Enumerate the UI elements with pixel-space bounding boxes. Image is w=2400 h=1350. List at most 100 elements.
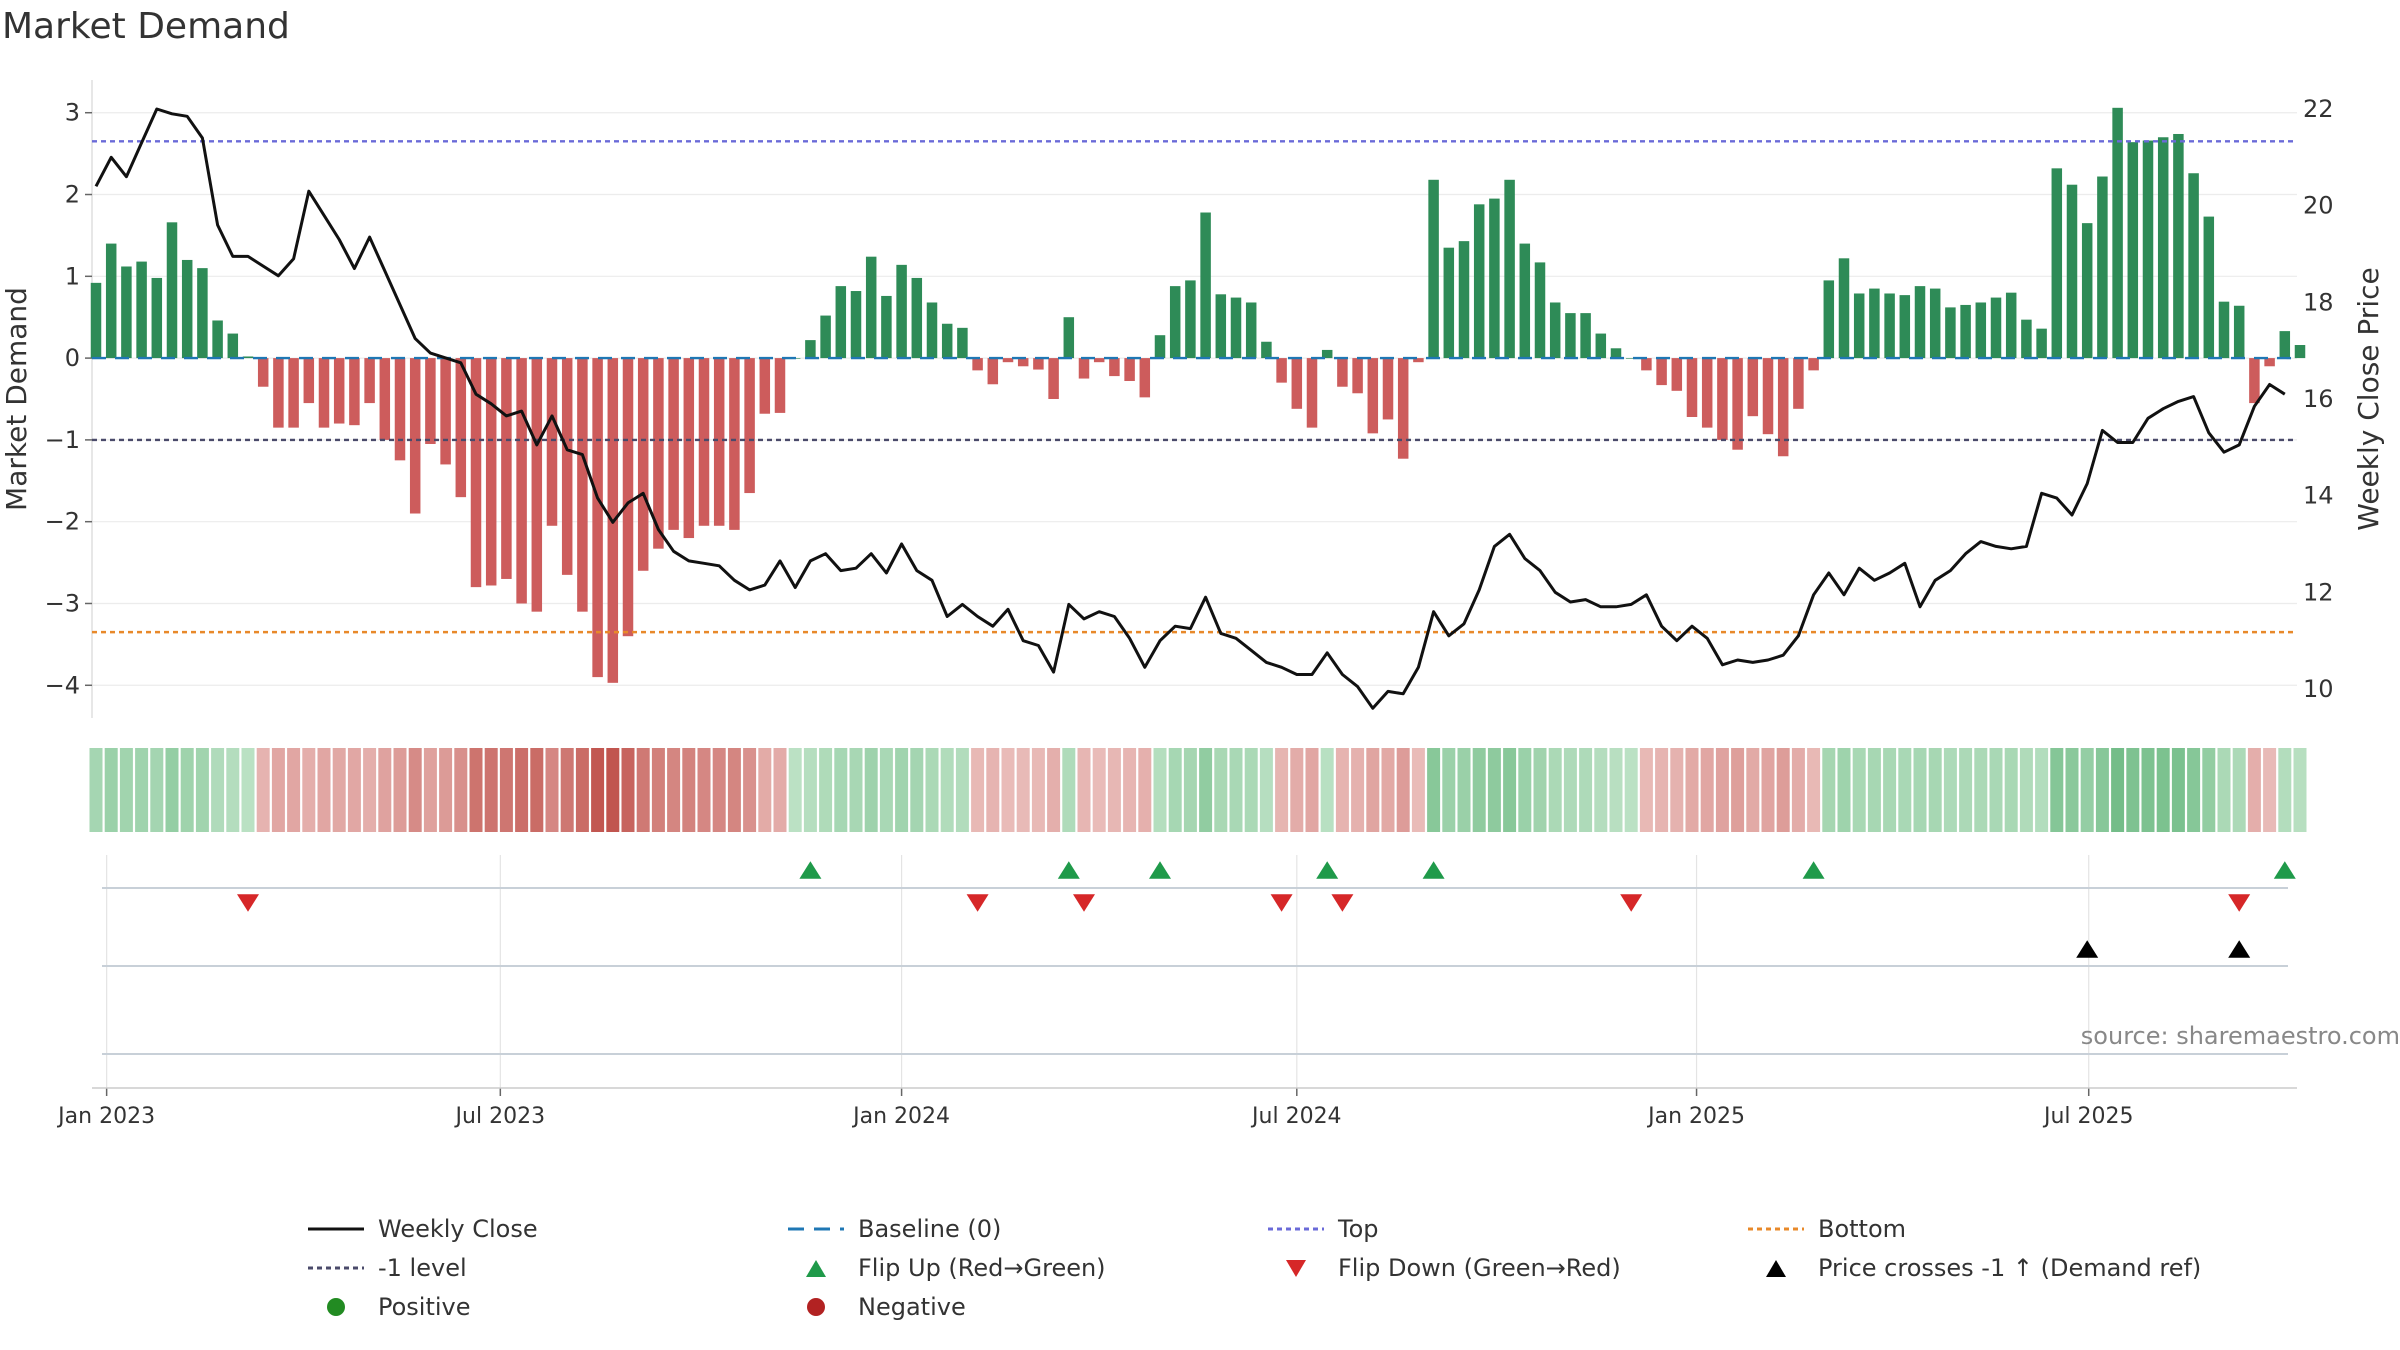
demand-bar [1154,335,1166,359]
demand-bar [2233,305,2245,359]
heat-cell [317,748,331,832]
heat-cell [1594,748,1608,832]
demand-bar [1869,288,1880,359]
demand-bar [1853,293,1865,359]
y-tick-label: −4 [45,671,80,699]
x-tick-label: Jan 2024 [851,1104,950,1129]
demand-bar [2066,184,2078,359]
demand-bar [774,358,786,413]
demand-bar [1595,333,1607,359]
heat-cell [1837,748,1851,832]
demand-bar [303,358,315,404]
demand-bar [2218,301,2230,359]
demand-bar [1017,358,1029,367]
demand-bar [1945,307,1956,359]
demand-bar [1276,358,1287,383]
demand-bar [2036,328,2047,359]
legend-item-top: Top [1260,1214,1740,1244]
heat-cell [1518,748,1532,832]
heat-cell [697,748,711,832]
demand-bar [1519,243,1531,359]
dashed-line-icon [780,1214,852,1244]
legend-item-minus1: -1 level [300,1253,780,1283]
heat-cell [363,748,377,832]
demand-bar [546,358,558,526]
demand-bar [1884,293,1895,359]
demand-bar [1975,302,1987,359]
heat-cell [1609,748,1623,832]
demand-bar [729,358,740,530]
heat-cell [2111,748,2125,832]
heat-cell [1442,748,1456,832]
y2-tick-label: 10 [2303,675,2334,703]
demand-bar [455,358,467,498]
heat-cell [2080,748,2094,832]
heat-cell [1579,748,1593,832]
demand-bar [1534,262,1546,359]
heat-cell [150,748,164,832]
heat-cell [1244,748,1258,832]
y-tick-label: −3 [45,589,80,617]
legend-item-cross: Price crosses -1 ↑ (Demand ref) [1740,1253,2220,1283]
demand-bar [987,358,999,385]
y-tick-label: −1 [45,426,80,454]
demand-bar [713,358,725,526]
triangle-down-icon [1260,1253,1332,1283]
heat-cell [499,748,513,832]
heat-cell [2065,748,2079,832]
demand-bar [835,286,847,359]
demand-bar [1641,358,1652,371]
heat-cell [621,748,635,832]
heat-cell [439,748,453,832]
heat-cell [2232,748,2246,832]
heat-cell [423,748,437,832]
heat-cell [1123,748,1137,832]
demand-bar [561,358,573,575]
demand-bar [1261,341,1272,359]
heat-cell [2156,748,2170,832]
legend-item-baseline: Baseline (0) [780,1214,1260,1244]
heat-cell [1791,748,1805,832]
x-tick-label: Jul 2023 [454,1104,546,1129]
heat-cell [636,748,650,832]
demand-bar [805,340,816,359]
heat-cell [195,748,209,832]
demand-bar [333,358,345,424]
heat-cell [2202,748,2216,832]
x-tick-label: Jul 2024 [1250,1104,1342,1129]
heat-cell [1503,748,1517,832]
heat-cell [454,748,468,832]
heat-cell [1989,748,2003,832]
demand-bar [2203,216,2215,359]
heat-cell [1867,748,1881,832]
demand-bar [592,358,603,678]
demand-bar [1321,349,1333,359]
heat-cell [1214,748,1228,832]
y-tick-label: 0 [65,344,80,372]
heat-cell [1761,748,1775,832]
flip-up-marker [2273,861,2296,879]
heat-cell [682,748,696,832]
demand-bar [911,277,923,359]
demand-bar [1124,358,1135,382]
legend-label: Positive [378,1293,471,1321]
demand-bar [1762,358,1774,435]
heat-cell [2278,748,2292,832]
demand-bar [485,358,497,586]
source-credit: source: sharemaestro.com [2080,1022,2400,1050]
heat-cell [1290,748,1304,832]
demand-bar [1747,358,1759,417]
y-tick-label: 3 [65,99,80,127]
heat-cell [1138,748,1152,832]
demand-bar [1443,247,1455,359]
demand-bar [273,358,284,428]
dotted-line-icon [300,1253,372,1283]
demand-bar [1473,204,1485,359]
heat-cell [530,748,544,832]
heat-cell [89,748,103,832]
demand-bar [2142,140,2154,359]
heat-cell [2141,748,2155,832]
heat-cell [2035,748,2049,832]
heat-cell [834,748,848,832]
heat-cell [1624,748,1638,832]
